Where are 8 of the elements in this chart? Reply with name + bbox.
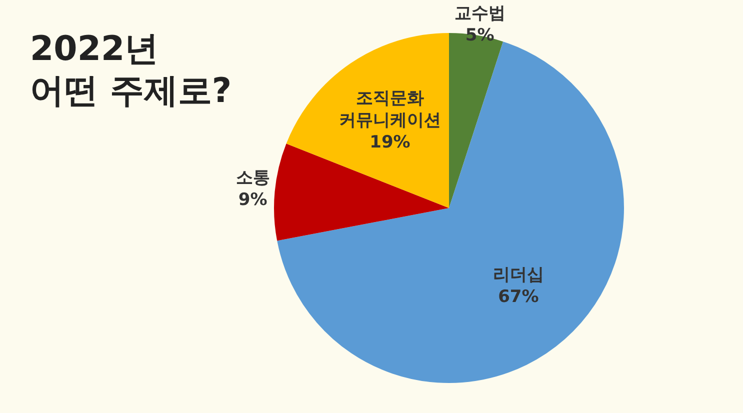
data-label: 19% — [370, 132, 410, 153]
slice-label: 리더십 — [492, 265, 544, 286]
slice-label: 교수법 — [454, 3, 506, 24]
slice-label: 조직문화 커뮤니케이션 — [338, 88, 441, 131]
text: 2022년 어떤 주제로? — [30, 28, 232, 112]
data-label: 9% — [238, 190, 268, 210]
data-label: 67% — [498, 287, 539, 308]
slice-label: 소통 — [236, 168, 270, 188]
